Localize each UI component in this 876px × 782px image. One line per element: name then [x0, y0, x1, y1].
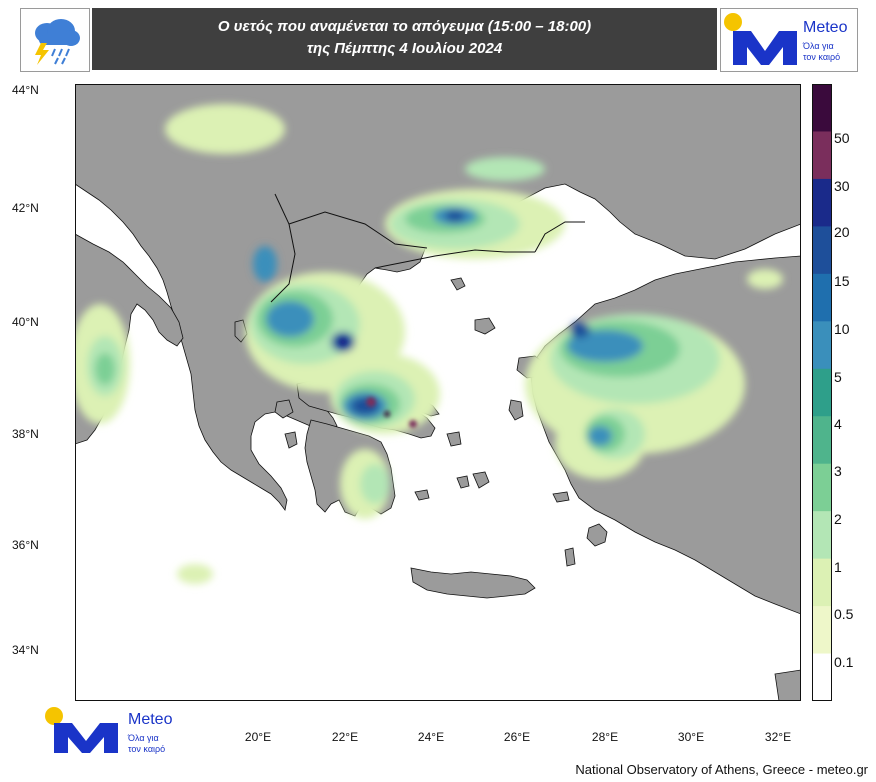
lon-label: 22°E [331, 730, 359, 744]
colorbar-segment [812, 606, 832, 655]
colorbar-label: 10 [834, 321, 850, 337]
colorbar-label: 0.1 [834, 654, 854, 670]
colorbar-segment [812, 273, 832, 322]
land-milos [414, 489, 430, 501]
land-kos [552, 491, 570, 503]
land-kefalonia [274, 399, 294, 419]
colorbar-label: 50 [834, 130, 850, 146]
colorbar-label: 3 [834, 463, 842, 479]
map-frame [75, 84, 801, 701]
colorbar-segment [812, 558, 832, 607]
colorbar-segment [812, 321, 832, 370]
logo-tagline-1: Όλα για [803, 41, 834, 51]
land-lemnos [474, 317, 496, 335]
colorbar-segment [812, 463, 832, 512]
precipitation-colorbar [812, 84, 832, 701]
land-rhodes [586, 523, 608, 547]
colorbar-segment [812, 368, 832, 417]
land-chios [508, 399, 524, 421]
colorbar-segment [812, 178, 832, 227]
colorbar-label: 20 [834, 224, 850, 240]
colorbar-label: 2 [834, 511, 842, 527]
colorbar-segment [812, 416, 832, 465]
country-borders [270, 193, 585, 303]
lat-label: 36°N [12, 538, 39, 552]
colorbar-label: 30 [834, 178, 850, 194]
logo-tagline-2: τον καιρό [128, 744, 166, 754]
lon-label: 28°E [591, 730, 619, 744]
lat-label: 44°N [12, 83, 39, 97]
land-andros [446, 431, 462, 447]
colorbar-segment [812, 226, 832, 275]
header-meteo-logo: Meteo Όλα για τον καιρό [720, 8, 858, 72]
precipitation-peaks [339, 338, 417, 428]
colorbar-segment [812, 511, 832, 560]
lat-label: 34°N [12, 643, 39, 657]
logo-tagline-1: Όλα για [128, 733, 159, 743]
colorbar-segment [812, 131, 832, 180]
land-thasos [450, 277, 466, 291]
land-paros [456, 475, 470, 489]
header-weather-icon-box [20, 8, 90, 72]
land-crete [410, 567, 536, 599]
header-title: Ο υετός που αναμένεται το απόγευμα (15:0… [92, 8, 717, 70]
storm-cloud-icon [35, 19, 80, 65]
colorbar-segment [812, 653, 832, 701]
land-karpathos [564, 547, 576, 567]
title-line-2: της Πέμπτης 4 Ιουλίου 2024 [306, 40, 503, 57]
meteo-logo-icon [724, 13, 797, 65]
lon-label: 26°E [503, 730, 531, 744]
land-zakynthos [284, 431, 298, 449]
precipitation-map [75, 84, 801, 701]
colorbar-label: 15 [834, 273, 850, 289]
footer-meteo-logo: Meteo Όλα για τον καιρό [42, 705, 192, 757]
logo-tagline-2: τον καιρό [803, 52, 841, 62]
meteo-logo-icon [45, 707, 118, 753]
lon-label: 32°E [764, 730, 792, 744]
lon-label: 24°E [417, 730, 445, 744]
precipitation-layer [75, 104, 783, 584]
land-corfu [234, 319, 248, 343]
colorbar-label: 5 [834, 369, 842, 385]
lat-label: 42°N [12, 201, 39, 215]
colorbar-label: 0.5 [834, 606, 854, 622]
colorbar-label: 4 [834, 416, 842, 432]
logo-brand: Meteo [803, 19, 848, 36]
footer-credit: National Observatory of Athens, Greece -… [575, 762, 868, 777]
lat-label: 40°N [12, 315, 39, 329]
lon-label: 20°E [244, 730, 272, 744]
lon-label: 30°E [677, 730, 705, 744]
colorbar-segment [812, 84, 832, 132]
lat-label: 38°N [12, 427, 39, 441]
colorbar-frame [812, 84, 832, 701]
colorbar-label: 1 [834, 559, 842, 575]
title-line-1: Ο υετός που αναμένεται το απόγευμα (15:0… [217, 18, 592, 35]
logo-brand: Meteo [128, 711, 173, 728]
land-naxos [472, 471, 490, 489]
land-cyprus [774, 669, 801, 701]
